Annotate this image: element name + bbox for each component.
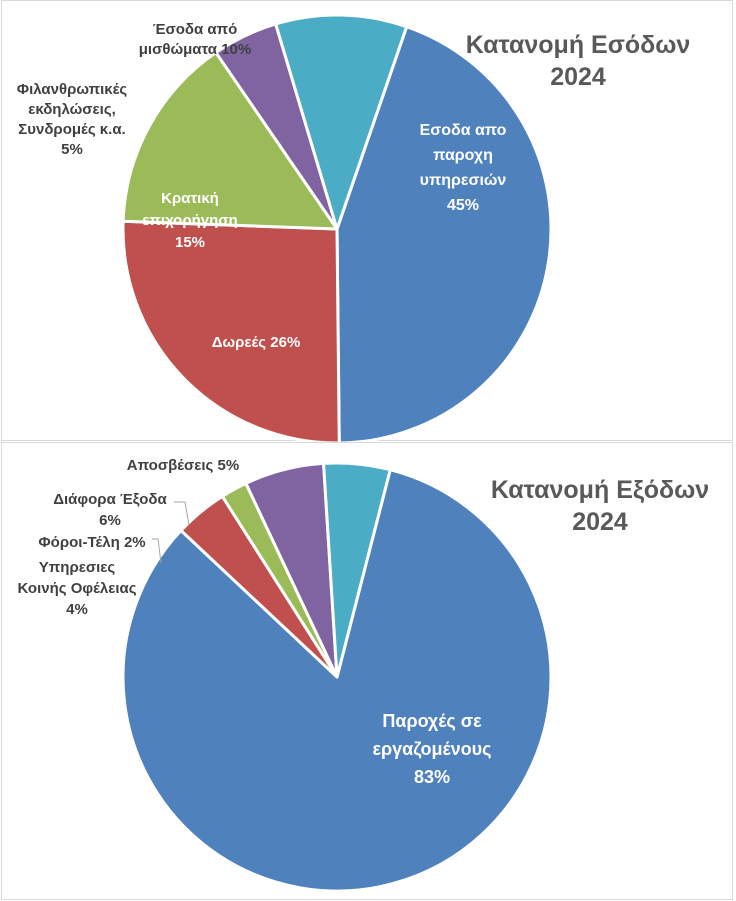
slice-label-0-line: Παροχές σε xyxy=(382,711,482,731)
chart-title-line: Κατανομή Εσόδων xyxy=(466,31,691,59)
pie-slice-0 xyxy=(335,25,553,442)
pie-slices xyxy=(121,13,553,442)
slice-label-1-line: 4% xyxy=(66,601,88,618)
slice-label-0: Παροχές σε εργαζομένους 83% xyxy=(372,711,491,787)
slice-label-4-line: μισθώματα 10% xyxy=(139,41,251,58)
chart-title: Κατανομή Εσόδων 2024 xyxy=(466,31,691,91)
slice-label-3: Διάφορα Έξοδα 6% xyxy=(53,491,167,529)
income-chart-panel: Εσοδα απο παροχη υπηρεσιών 45% Δωρεές 26% Κρα… xyxy=(1,0,733,442)
slice-label-3-line: Διάφορα Έξοδα xyxy=(53,491,167,508)
chart-title-line: 2024 xyxy=(572,508,628,536)
pie-slice-4 xyxy=(274,13,409,231)
slice-label-0-line: υπηρεσιών xyxy=(420,172,507,189)
slice-label-1: Υπηρεσιες Κοινής Οφέλειας 4% xyxy=(17,559,136,618)
slice-label-4: Έσοδα από μισθώματα 10% xyxy=(139,21,251,58)
slice-label-2-line: 15% xyxy=(175,234,205,251)
pie-slices xyxy=(121,461,553,893)
expense-pie-chart: Παροχές σε εργαζομένους 83% Υπηρεσιες Κοινής… xyxy=(17,457,709,893)
slice-label-3-line: 6% xyxy=(99,512,121,529)
slice-label-2-line: Φόροι-Τέλη 2% xyxy=(38,534,145,551)
pie-slice-0 xyxy=(121,468,553,893)
slice-label-1-line: Δωρεές 26% xyxy=(212,334,301,351)
slice-label-3: Φιλανθρωπικές εκδηλώσεις, Συνδρομές κ.α. 5% xyxy=(17,81,128,158)
slice-label-3-line: Φιλανθρωπικές xyxy=(17,81,128,98)
pie-slice-4 xyxy=(322,461,392,679)
slice-label-0-line: εργαζομένους xyxy=(372,739,491,760)
slice-label-4-line: Έσοδα από xyxy=(153,21,238,38)
slice-label-2: Φόροι-Τέλη 2% xyxy=(38,534,145,551)
slice-label-2-line: Κρατική xyxy=(161,190,219,207)
leader-line-3 xyxy=(174,501,190,526)
slice-label-3-line: 5% xyxy=(61,141,83,158)
slice-label-0-line: παροχη xyxy=(433,147,493,164)
slice-label-0: Εσοδα απο παροχη υπηρεσιών 45% xyxy=(420,122,507,214)
slice-label-3-line: Συνδρομές κ.α. xyxy=(18,121,125,138)
slice-label-0-line: Εσοδα απο xyxy=(420,122,507,139)
slice-label-3-line: εκδηλώσεις, xyxy=(28,101,116,118)
slice-label-1-line: Υπηρεσιες xyxy=(39,559,116,576)
leader-line-2 xyxy=(152,538,162,564)
income-pie-chart: Εσοδα απο παροχη υπηρεσιών 45% Δωρεές 26% Κρα… xyxy=(17,13,691,442)
slice-label-0-line: 83% xyxy=(414,767,450,787)
chart-title: Κατανομή Εξόδων 2024 xyxy=(491,476,709,536)
slice-label-0-line: 45% xyxy=(447,197,479,214)
slice-label-4: Αποσβέσεις 5% xyxy=(127,457,239,474)
slice-label-2-line: επιχορήγηση xyxy=(142,212,237,229)
pie-slice-1 xyxy=(121,219,341,442)
slice-label-4-line: Αποσβέσεις 5% xyxy=(127,457,239,474)
pie-slice-2 xyxy=(121,51,339,231)
expense-chart-panel: Παροχές σε εργαζομένους 83% Υπηρεσιες Κοινής… xyxy=(1,442,733,900)
chart-title-line: 2024 xyxy=(550,63,606,91)
slice-label-1: Δωρεές 26% xyxy=(212,334,301,351)
chart-title-line: Κατανομή Εξόδων xyxy=(491,476,709,504)
slice-label-2: Κρατική επιχορήγηση 15% xyxy=(142,190,237,251)
slice-label-1-line: Κοινής Οφέλειας xyxy=(17,580,136,597)
